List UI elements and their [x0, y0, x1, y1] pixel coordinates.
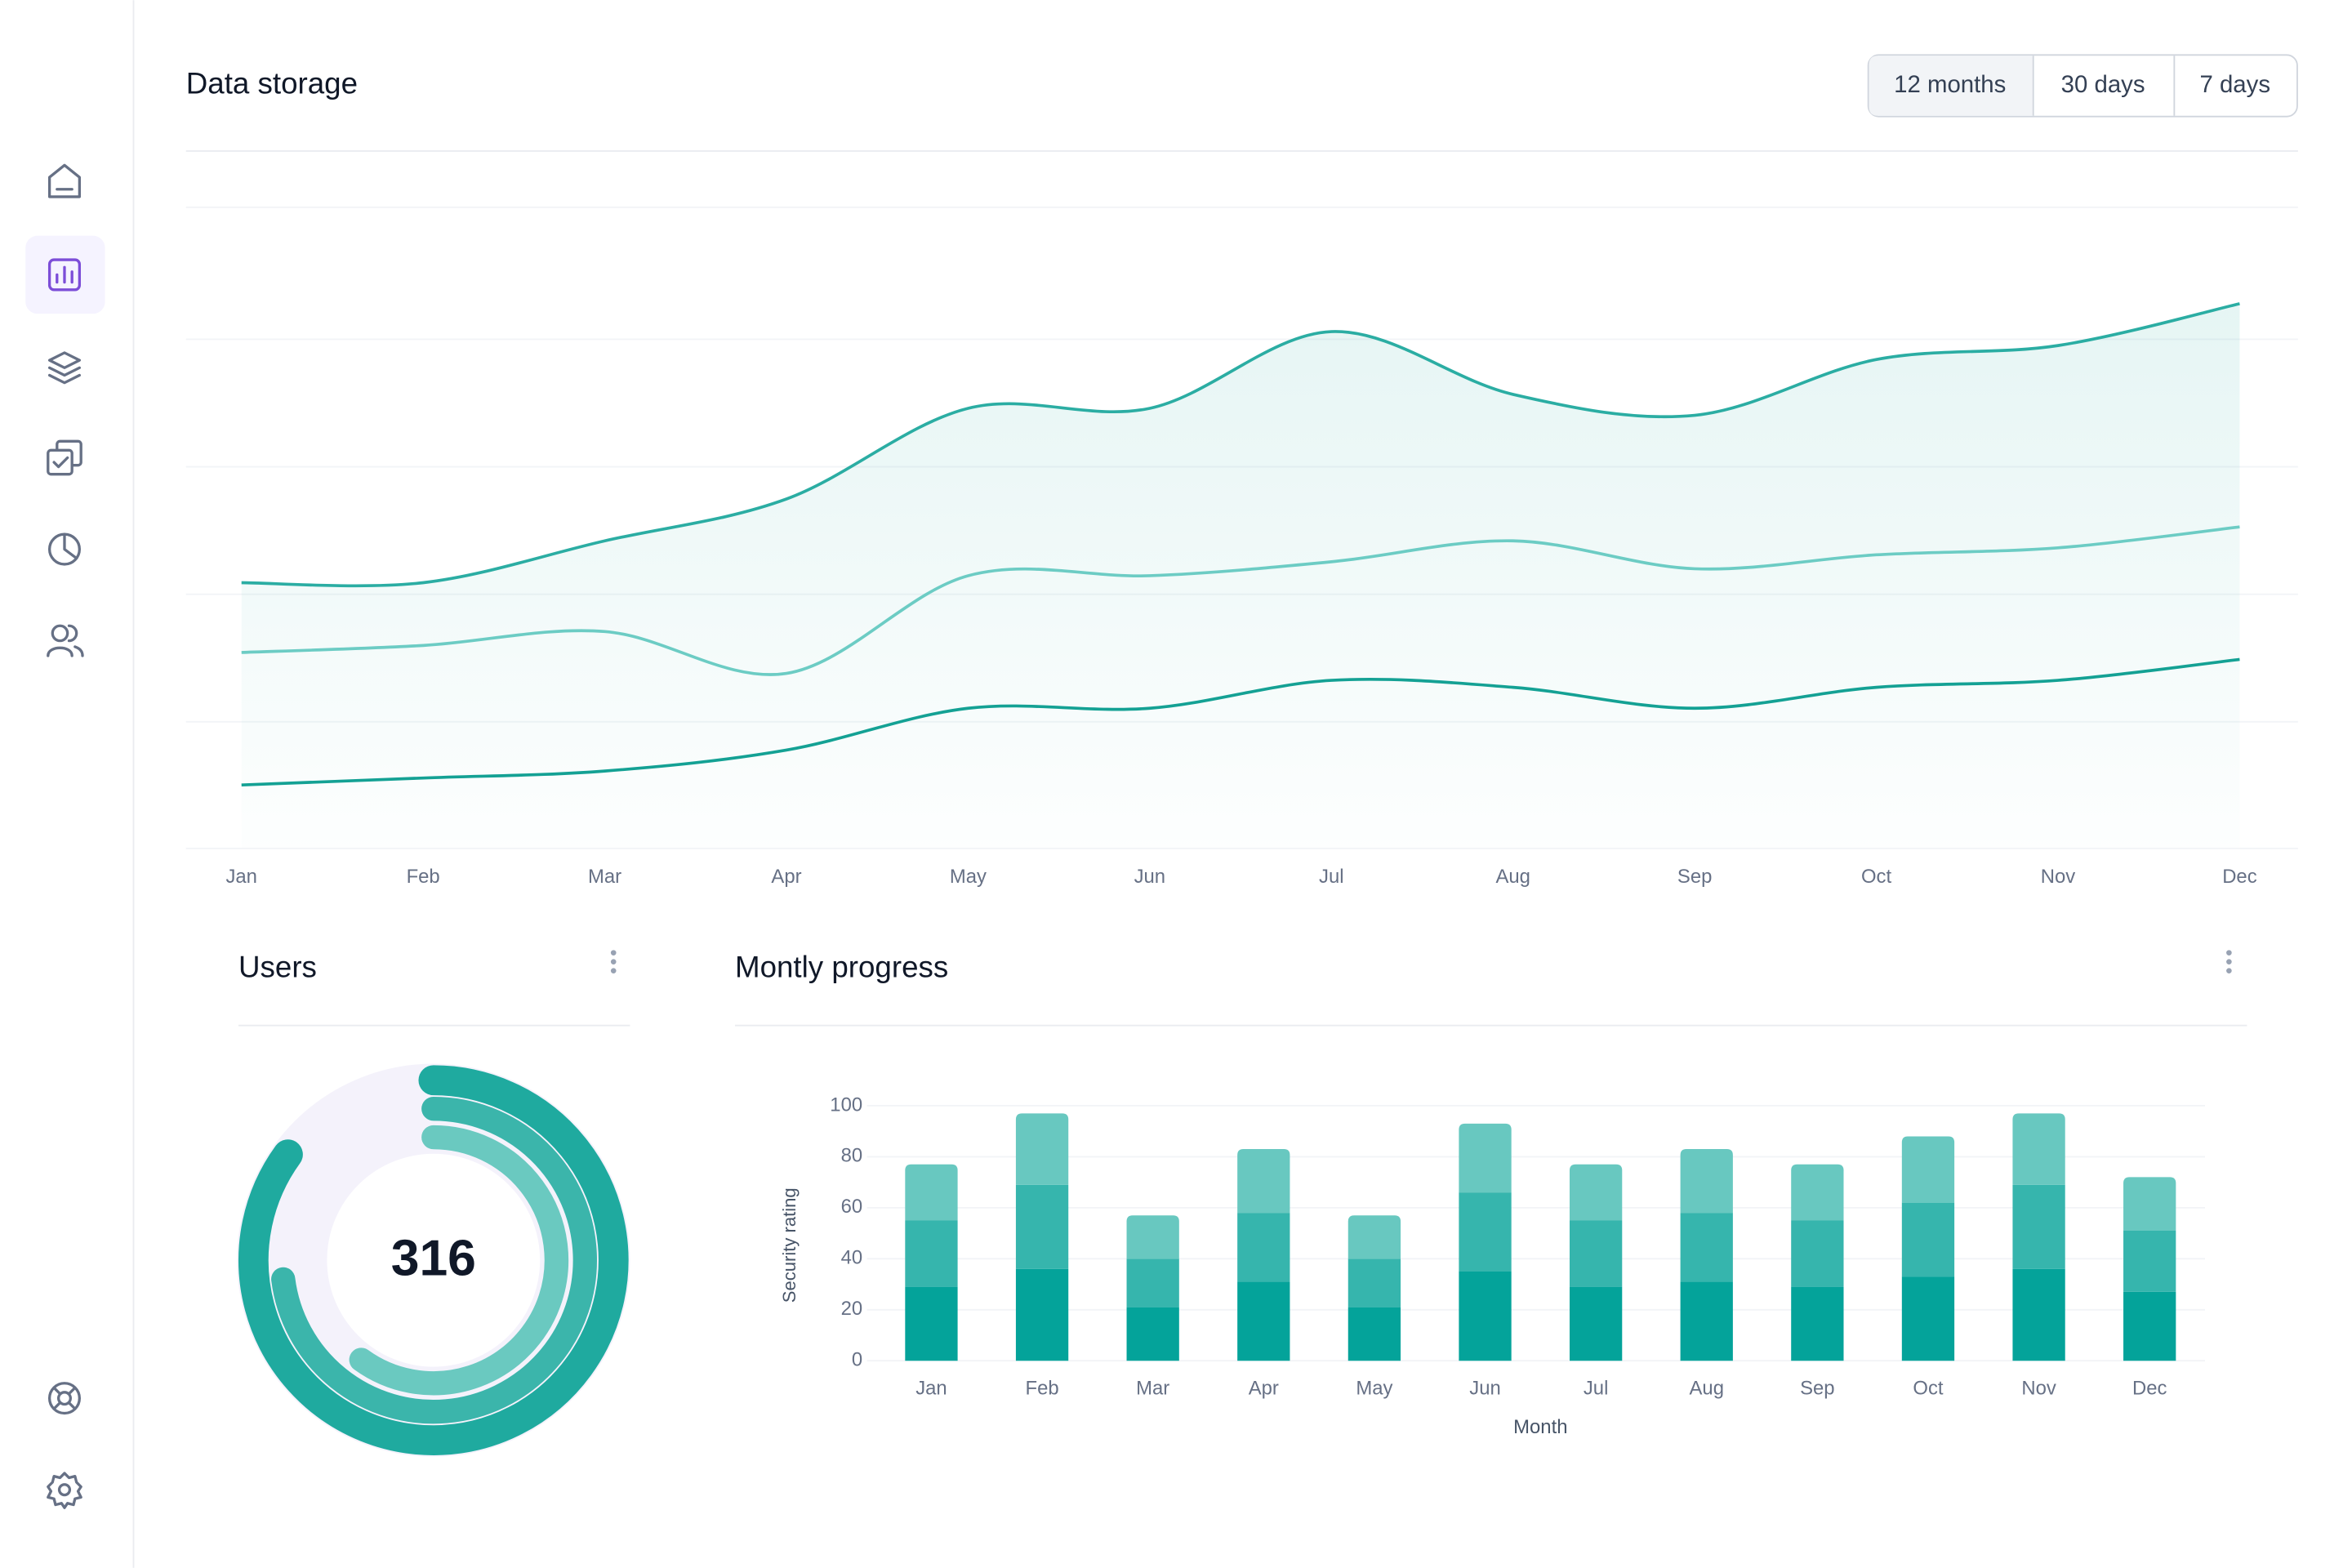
ring: [349, 1125, 569, 1396]
toggle-active-bg: [1869, 56, 2033, 116]
card-title: Users: [238, 951, 317, 984]
range-button[interactable]: 30 days: [2061, 71, 2145, 98]
x-tick-label: Oct: [1913, 1377, 1943, 1399]
y-tick-label: 60: [841, 1196, 863, 1218]
bar-segment: [1901, 1202, 1955, 1277]
y-axis-label: Security rating: [779, 1187, 800, 1303]
x-tick-label: Jan: [915, 1377, 947, 1399]
bar-segment: [1680, 1213, 1733, 1282]
bar-segment: [2123, 1177, 2176, 1231]
menu-button[interactable]: [2226, 950, 2232, 973]
support-icon[interactable]: [47, 1382, 81, 1415]
x-tick-label: Aug: [1690, 1377, 1724, 1399]
bar-segment: [1015, 1184, 1069, 1269]
line: [241, 302, 2240, 588]
bar-segment: [905, 1220, 958, 1287]
x-tick-label: Jun: [1469, 1377, 1500, 1399]
bar-segment: [2123, 1291, 2176, 1361]
bar-segment: [1237, 1149, 1290, 1214]
bar-segment: [1569, 1286, 1623, 1361]
x-tick-label: Apr: [771, 866, 801, 888]
x-tick-label: Aug: [1495, 866, 1530, 888]
ring: [238, 1065, 629, 1455]
x-tick-label: Jul: [1319, 866, 1344, 888]
settings-icon[interactable]: [47, 1472, 82, 1509]
pie-icon[interactable]: [47, 532, 81, 566]
x-tick-label: Dec: [2222, 866, 2257, 888]
x-tick-label: Jun: [1134, 866, 1165, 888]
bar-segment: [1901, 1136, 1955, 1203]
chart-title: Data storage: [186, 67, 358, 100]
x-tick-label: Jul: [1584, 1377, 1609, 1399]
x-tick-label: Mar: [588, 866, 621, 888]
bar-segment: [1126, 1258, 1179, 1307]
x-tick-label: Feb: [1026, 1377, 1059, 1399]
bar-segment: [1348, 1307, 1401, 1361]
range-toggle: 12 months 30 days 7 days: [1867, 54, 2298, 118]
center-value: 316: [391, 1230, 476, 1287]
bar-segment: [1901, 1276, 1955, 1361]
bar-segment: [2012, 1268, 2065, 1361]
x-tick-label: May: [1356, 1377, 1392, 1399]
bar-segment: [1680, 1149, 1733, 1214]
bar-segment: [1015, 1113, 1069, 1185]
line: [241, 657, 2240, 787]
bar-segment: [1791, 1164, 1844, 1221]
tasks-icon[interactable]: [47, 439, 82, 476]
chart-icon[interactable]: [47, 258, 81, 292]
x-tick-label: Jan: [225, 866, 256, 888]
x-axis-label: Month: [1513, 1416, 1567, 1438]
bar-segment: [2123, 1230, 2176, 1292]
users-icon[interactable]: [47, 624, 84, 657]
range-button[interactable]: 12 months: [1894, 71, 2006, 98]
card-title: Montly progress: [735, 951, 948, 984]
range-button[interactable]: 7 days: [2199, 71, 2270, 98]
y-tick-label: 100: [830, 1094, 862, 1116]
x-tick-label: Apr: [1249, 1377, 1279, 1399]
x-tick-label: Feb: [407, 866, 440, 888]
x-tick-label: Mar: [1136, 1377, 1169, 1399]
bar-segment: [905, 1164, 958, 1221]
bar-segment: [1459, 1123, 1512, 1193]
bar-segment: [1126, 1307, 1179, 1361]
x-tick-label: May: [950, 866, 987, 888]
bar-segment: [2012, 1113, 2065, 1185]
bar-segment: [1237, 1281, 1290, 1361]
bar-segment: [1015, 1268, 1069, 1361]
x-tick-label: Sep: [1677, 866, 1712, 888]
ring: [271, 1096, 597, 1424]
bar-segment: [1569, 1220, 1623, 1287]
line: [241, 525, 2240, 676]
y-tick-label: 0: [852, 1349, 862, 1371]
area: [241, 303, 2240, 849]
y-tick-label: 80: [841, 1145, 863, 1167]
x-tick-label: Dec: [2132, 1377, 2167, 1399]
sidebar: [25, 0, 135, 1568]
bar-segment: [1126, 1215, 1179, 1259]
bar-segment: [1680, 1281, 1733, 1361]
bar-segment: [1459, 1192, 1512, 1272]
x-tick-label: Oct: [1861, 866, 1891, 888]
bar-segment: [905, 1286, 958, 1361]
menu-button[interactable]: [610, 950, 617, 973]
bar-segment: [1237, 1213, 1290, 1282]
home-icon[interactable]: [47, 163, 81, 198]
x-tick-label: Nov: [2021, 1377, 2056, 1399]
bar-segment: [1569, 1164, 1623, 1221]
layers-icon[interactable]: [47, 351, 81, 385]
x-tick-label: Nov: [2041, 866, 2076, 888]
bar-segment: [1791, 1220, 1844, 1287]
bar-segment: [1348, 1258, 1401, 1307]
bar-segment: [1348, 1215, 1401, 1259]
x-tick-label: Sep: [1800, 1377, 1834, 1399]
y-tick-label: 40: [841, 1247, 863, 1269]
y-tick-label: 20: [841, 1298, 863, 1320]
bar-segment: [1791, 1286, 1844, 1361]
bar-segment: [1459, 1271, 1512, 1361]
bar-segment: [2012, 1184, 2065, 1269]
